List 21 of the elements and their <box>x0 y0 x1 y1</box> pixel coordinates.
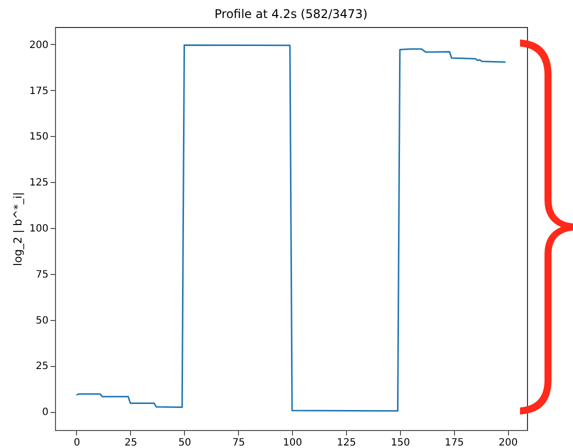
x-tick-label: 200 <box>498 438 518 448</box>
x-tick-label: 0 <box>74 438 80 448</box>
x-tick-label: 75 <box>232 438 246 448</box>
chart-title: Profile at 4.2s (582/3473) <box>214 7 368 21</box>
x-tick-label: 25 <box>124 438 138 448</box>
x-tick-label: 100 <box>283 438 302 448</box>
y-tick-label: 50 <box>36 315 48 326</box>
y-tick-label: 0 <box>42 407 48 418</box>
y-tick-label: 75 <box>36 269 48 280</box>
y-tick-label: 175 <box>29 86 48 97</box>
y-tick-label: 200 <box>29 40 48 51</box>
line-series <box>76 44 506 412</box>
y-tick-label: 25 <box>36 361 48 372</box>
x-tick-label: 125 <box>336 438 356 448</box>
x-tick-label: 150 <box>390 438 410 448</box>
x-tick-label: 175 <box>444 438 464 448</box>
x-tick-label: 50 <box>178 438 192 448</box>
y-tick-label: 150 <box>29 132 48 143</box>
y-axis-title: log_2 | b^*_i| <box>11 192 24 266</box>
y-tick-label: 100 <box>29 224 48 235</box>
y-tick-label: 125 <box>29 178 48 189</box>
